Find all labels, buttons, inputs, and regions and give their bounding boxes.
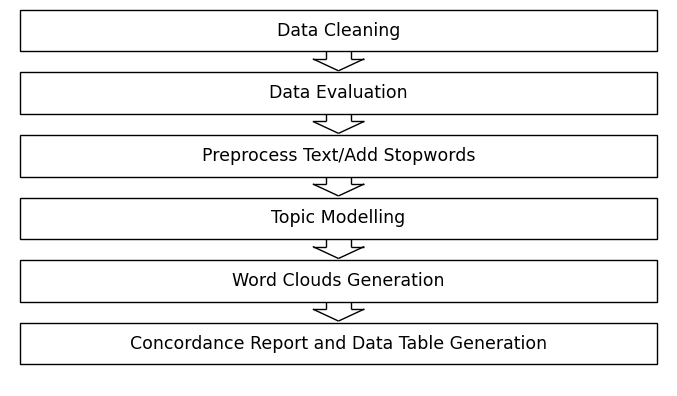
Text: Data Cleaning: Data Cleaning <box>277 22 400 40</box>
Text: Concordance Report and Data Table Generation: Concordance Report and Data Table Genera… <box>130 335 547 352</box>
Bar <box>20 135 657 177</box>
Bar <box>20 198 657 239</box>
Bar <box>20 72 657 114</box>
Bar <box>20 323 657 364</box>
Text: Preprocess Text/Add Stopwords: Preprocess Text/Add Stopwords <box>202 147 475 165</box>
Text: Topic Modelling: Topic Modelling <box>271 209 406 227</box>
Text: Word Clouds Generation: Word Clouds Generation <box>232 272 445 290</box>
Text: Data Evaluation: Data Evaluation <box>269 84 408 102</box>
Bar <box>20 260 657 302</box>
Bar <box>20 10 657 51</box>
